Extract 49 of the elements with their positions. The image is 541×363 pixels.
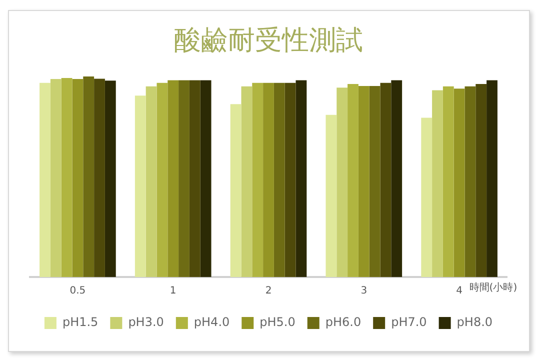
bar <box>336 88 348 277</box>
bar <box>146 86 157 277</box>
legend-label: pH5.0 <box>260 315 296 330</box>
legend-label: pH8.0 <box>456 315 493 330</box>
bar <box>348 84 358 277</box>
bar <box>263 82 274 277</box>
bar <box>296 80 307 277</box>
bar <box>200 80 212 277</box>
bar <box>61 78 72 277</box>
bar <box>40 82 50 277</box>
chart-title: 酸鹼耐受性測試 <box>174 25 363 56</box>
x-tick-label: 1 <box>170 286 176 297</box>
bar <box>380 82 392 277</box>
bar <box>72 79 84 277</box>
bar <box>252 82 264 277</box>
legend-label: pH6.0 <box>325 315 362 330</box>
bar <box>464 86 476 277</box>
bar <box>476 84 487 277</box>
bar <box>274 82 285 277</box>
bar <box>94 78 105 277</box>
legend-label: pH7.0 <box>391 315 427 330</box>
bar <box>284 82 296 277</box>
bar <box>421 118 432 277</box>
bar <box>134 96 146 277</box>
bar <box>486 80 498 277</box>
bar <box>189 80 200 277</box>
bar <box>50 79 62 277</box>
bar <box>156 82 168 277</box>
legend-label: pH3.0 <box>128 315 164 330</box>
bar <box>442 86 454 277</box>
bar <box>358 86 370 277</box>
bar <box>168 80 179 277</box>
x-axis-title: 時間(小時) <box>469 282 518 294</box>
bar <box>104 80 116 277</box>
bar <box>432 90 443 277</box>
bar <box>326 114 337 277</box>
legend-label: pH1.5 <box>62 315 98 330</box>
bar <box>454 88 465 277</box>
x-tick-label: 4 <box>456 286 462 297</box>
x-tick-label: 3 <box>360 286 368 297</box>
legend-label: pH4.0 <box>194 315 230 330</box>
bar <box>83 76 94 277</box>
bar <box>230 104 242 277</box>
x-tick-label: 2 <box>265 286 272 297</box>
bar <box>391 80 402 277</box>
x-tick-label: 0.5 <box>70 286 86 297</box>
bar <box>241 86 252 277</box>
bar <box>178 80 190 277</box>
bar <box>369 86 380 277</box>
